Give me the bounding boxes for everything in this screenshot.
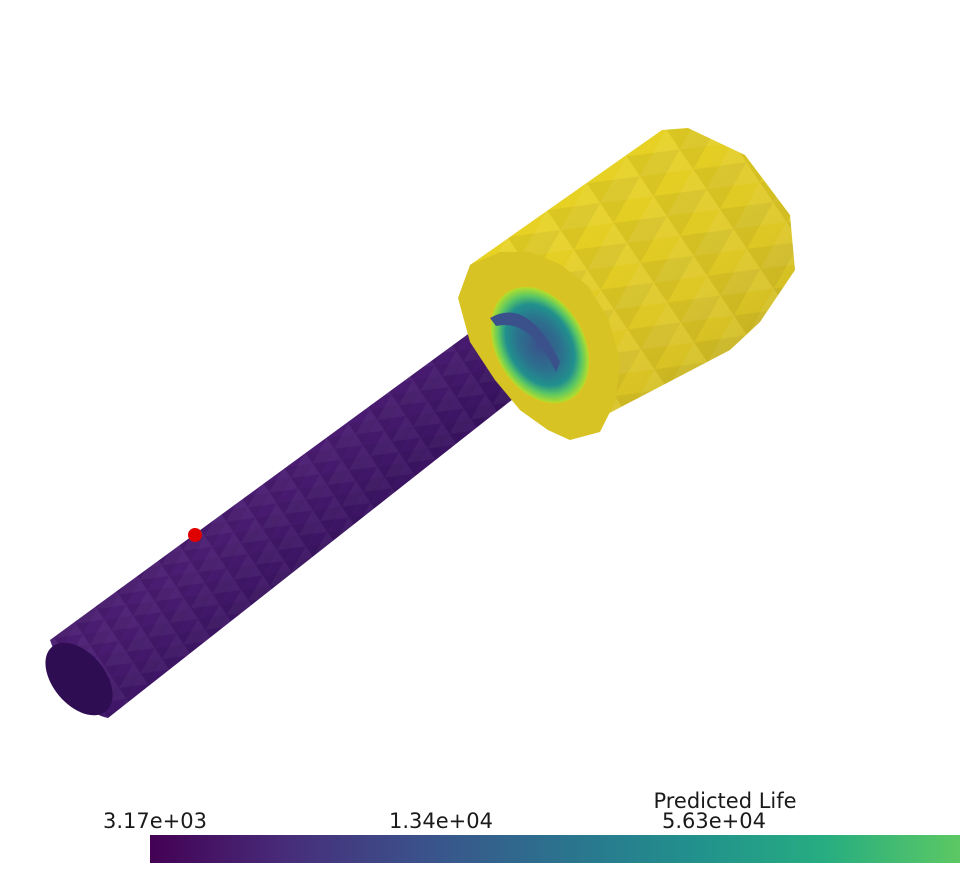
- probe-point-marker[interactable]: [188, 528, 202, 542]
- head-cylinder: [458, 128, 795, 440]
- colorbar-title: Predicted Life: [653, 789, 797, 813]
- shaft-cylinder: [45, 312, 560, 718]
- shaft-end-cap: [45, 642, 113, 716]
- colorbar-tick-min: 3.17e+03: [103, 809, 207, 833]
- colorbar-tick-max: 5.63e+04: [662, 809, 766, 833]
- colorbar-tick-mid: 1.34e+04: [389, 809, 493, 833]
- colorbar-gradient: [150, 835, 960, 863]
